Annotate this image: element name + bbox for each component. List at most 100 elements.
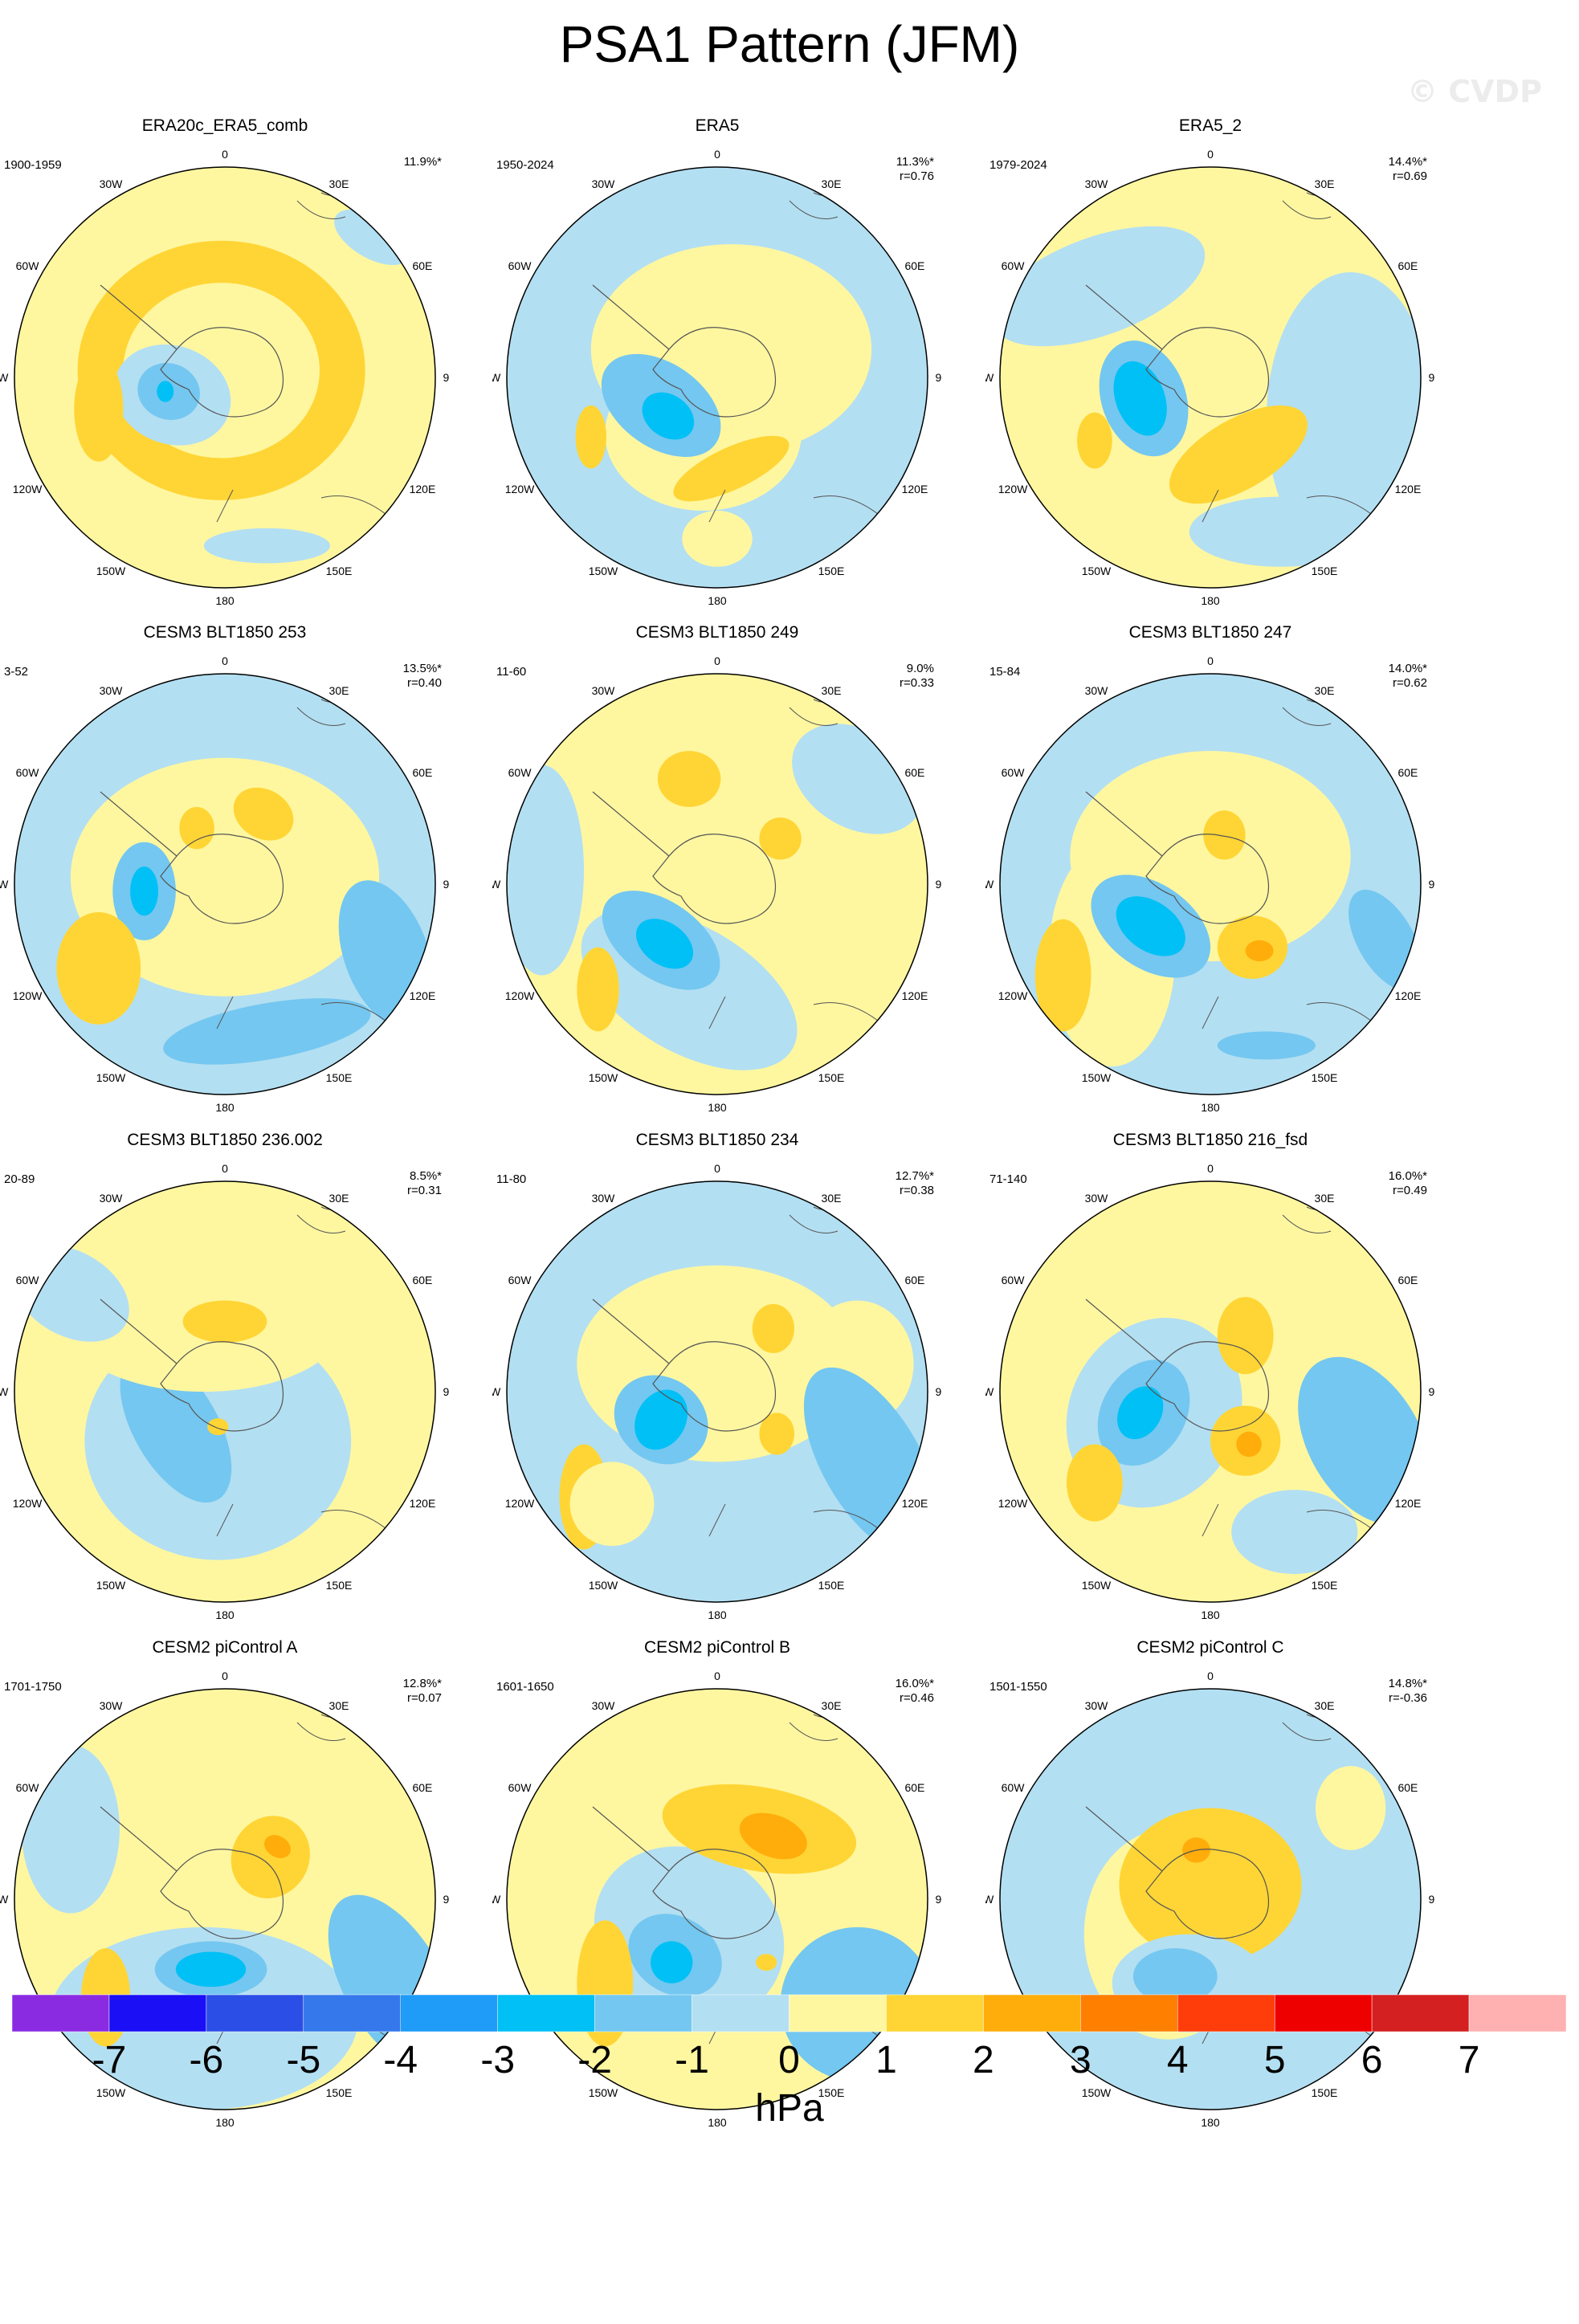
contour-region: [203, 528, 330, 564]
lon-label: 30E: [1315, 177, 1335, 190]
coastline: [100, 284, 284, 418]
polar-map: 0 30E 60E 90E 120E 150E 180 150W 120W 90W 60W 30W: [492, 1162, 942, 1621]
panel-stats: 13.5%* r=0.40: [403, 662, 442, 691]
contour-region: [756, 1954, 777, 1971]
lon-label: 180: [1201, 1608, 1220, 1621]
lon-label: 150W: [96, 2086, 126, 2099]
explained-variance: 16.0%*: [1388, 1169, 1427, 1183]
lon-label: 150W: [589, 565, 618, 577]
lon-label: 30W: [100, 1699, 124, 1712]
lon-label: 90W: [492, 1893, 501, 1906]
contour-region: [1236, 1431, 1262, 1458]
lon-label: 0: [222, 148, 228, 161]
lon-label: 90E: [936, 371, 942, 384]
lon-label: 150W: [1082, 565, 1112, 577]
lon-label: 150W: [1082, 1071, 1112, 1084]
contour-region: [1189, 496, 1372, 567]
lon-label: 180: [215, 2116, 235, 2129]
contour-region: [163, 998, 371, 1065]
colorbar-tick-label: -3: [480, 2039, 516, 2081]
map-border: [506, 1180, 928, 1603]
contour-region: [1066, 1444, 1123, 1522]
lon-label: 60E: [904, 1274, 924, 1286]
lon-label: 30W: [1085, 1699, 1109, 1712]
lon-label: 90W: [0, 371, 9, 384]
colorbar-swatch: [303, 1994, 401, 2032]
contour-region: [635, 919, 694, 969]
contour-region: [1217, 1297, 1274, 1375]
lon-label: 180: [1201, 1101, 1220, 1114]
lon-label: 0: [1207, 654, 1214, 667]
lon-label: 60W: [508, 766, 532, 779]
lon-label: 150E: [818, 2086, 845, 2099]
panel-period: 15-84: [989, 665, 1021, 679]
lon-label: 60E: [412, 259, 432, 272]
panel-stats: 16.0%* r=0.46: [896, 1677, 934, 1706]
explained-variance: 11.3%*: [896, 155, 934, 169]
lon-label: 120E: [1395, 989, 1422, 1002]
explained-variance: 11.9%*: [403, 155, 442, 169]
lon-label: 120W: [505, 1497, 535, 1510]
contour-region: [739, 1812, 807, 1860]
lon-label: 180: [215, 594, 235, 607]
lon-label: 150E: [326, 565, 353, 577]
colorbar-swatch: [886, 1994, 984, 2032]
map-border: [14, 673, 436, 1095]
lon-label: 0: [714, 1162, 720, 1175]
lon-label: 60E: [1397, 1781, 1418, 1794]
colorbar-tick-label: -4: [383, 2039, 418, 2081]
colorbar-tick-label: -5: [286, 2039, 321, 2081]
lon-label: 150E: [1312, 2086, 1338, 2099]
lon-label: 30E: [1315, 1699, 1335, 1712]
contour-region: [1077, 412, 1112, 469]
panel-stats: 16.0%* r=0.49: [1389, 1169, 1427, 1198]
contour-region: [1034, 919, 1091, 1032]
lon-label: 150W: [1082, 1579, 1112, 1592]
explained-variance: 14.4%*: [1388, 155, 1427, 169]
lon-label: 60W: [1002, 1274, 1026, 1286]
lon-label: 180: [708, 594, 727, 607]
contour-region: [1113, 361, 1167, 436]
lon-label: 60E: [412, 1274, 432, 1286]
contour-region: [1203, 810, 1246, 860]
contour-region: [203, 470, 247, 495]
contour-region: [1316, 1766, 1386, 1850]
lon-label: 90E: [1429, 1893, 1435, 1906]
lon-label: 90E: [443, 1893, 450, 1906]
contour-region: [634, 1389, 688, 1450]
lon-label: 90E: [443, 371, 450, 384]
polar-map: 0 30E 60E 90E 120E 150E 180 150W 120W 90W 60W 30W: [985, 1162, 1435, 1621]
contour-region: [179, 806, 214, 850]
coastline: [1085, 1299, 1270, 1432]
colorbar-tick-label: 1: [875, 2039, 897, 2081]
panel-stats: 14.0%* r=0.62: [1389, 662, 1427, 691]
lon-label: 0: [1207, 1670, 1214, 1682]
polar-map: 0 30E 60E 90E 120E 150E 180 150W 120W 90W 60W 30W: [492, 148, 942, 607]
lon-label: 60W: [508, 1781, 532, 1794]
colorbar-tick-label: 4: [1166, 2039, 1189, 2081]
lon-label: 90E: [936, 878, 942, 891]
lon-label: 30W: [1085, 177, 1109, 190]
lon-label: 60W: [16, 766, 40, 779]
contour-region: [642, 392, 695, 440]
contour-region: [657, 751, 721, 807]
lon-label: 180: [1201, 2116, 1220, 2129]
coastline: [592, 1806, 777, 1939]
lon-label: 120W: [998, 989, 1028, 1002]
lon-label: 150E: [326, 2086, 353, 2099]
map-panel: 0 30E 60E 90E 120E 150E 180 150W 120W 90W 60W 30W CE…: [492, 623, 942, 1125]
lon-label: 150E: [818, 1071, 845, 1084]
colorbar-swatch: [1371, 1994, 1470, 2032]
lon-label: 120W: [13, 483, 43, 495]
lon-label: 90E: [1429, 1385, 1435, 1398]
colorbar-swatch: [1468, 1994, 1567, 2032]
panel-stats: 12.7%* r=0.38: [896, 1169, 934, 1198]
panel-title: CESM3 BLT1850 234: [635, 1131, 799, 1149]
lon-label: 90W: [0, 1385, 9, 1398]
contour-region: [1117, 1386, 1164, 1440]
panel-period: 3-52: [4, 665, 29, 679]
polar-map: 0 30E 60E 90E 120E 150E 180 150W 120W 90W 60W 30W: [985, 148, 1435, 607]
colorbar-swatch: [497, 1994, 595, 2032]
colorbar-tick-label: 3: [1069, 2039, 1091, 2081]
